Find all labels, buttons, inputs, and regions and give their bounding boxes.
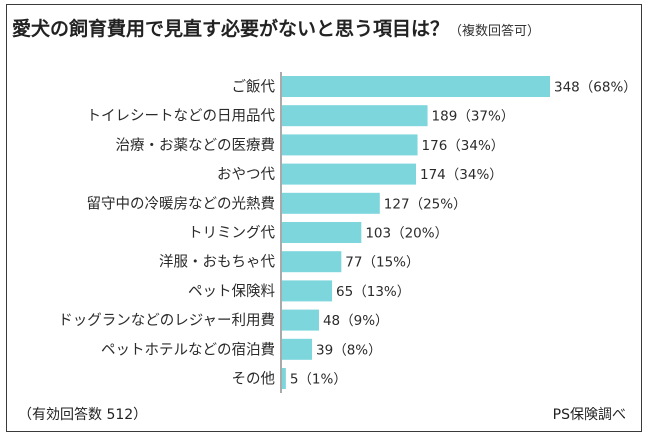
category-label-5: トリミング代 (188, 225, 275, 242)
data-label-10: 5（1%） (290, 372, 347, 388)
bar-5 (282, 222, 362, 243)
category-label-7: ペット保険料 (188, 283, 275, 300)
bar-2 (282, 134, 418, 156)
bar-7 (282, 280, 333, 302)
category-label-3: おやつ代 (217, 166, 275, 183)
data-label-6: 77（15%） (345, 255, 419, 271)
chart-title: 愛犬の飼育費用で見直す必要がないと思う項目は？（複数回答可） (12, 14, 638, 41)
data-label-4: 127（25%） (384, 196, 467, 212)
subtitle-text: （複数回答可） (449, 24, 541, 39)
response-count-note: （有効回答数 512） (18, 407, 148, 423)
bar-9 (282, 338, 313, 360)
category-label-2: 治療・お薬などの医療費 (116, 137, 276, 154)
data-label-1: 189（37%） (432, 109, 515, 125)
data-label-3: 174（34%） (420, 167, 503, 183)
chart-frame (6, 4, 642, 432)
data-label-2: 176（34%） (422, 138, 505, 154)
bar-8 (282, 309, 319, 331)
data-label-8: 48（9%） (323, 313, 389, 329)
data-label-5: 103（20%） (365, 226, 448, 242)
category-label-0: ご飯代 (232, 79, 276, 96)
category-label-8: ドッグランなどのレジャー利用費 (58, 312, 275, 329)
category-label-4: 留守中の冷暖房などの光熱費 (87, 195, 276, 212)
data-label-0: 348（68%） (554, 80, 637, 96)
data-label-9: 39（8%） (316, 342, 382, 358)
category-label-10: その他 (232, 371, 276, 388)
bar-10 (282, 368, 286, 389)
source-credit: PS保険調べ (552, 407, 626, 423)
bar-6 (282, 251, 342, 273)
bar-4 (282, 192, 380, 214)
bar-1 (282, 105, 428, 127)
data-label-7: 65（13%） (336, 284, 410, 300)
bar-3 (282, 163, 416, 185)
title-text: 愛犬の飼育費用で見直す必要がないと思う項目は？ (12, 18, 450, 40)
category-label-1: トイレシートなどの日用品代 (87, 108, 276, 125)
bar-0 (282, 76, 550, 97)
category-label-9: ペットホテルなどの宿泊費 (101, 341, 275, 358)
category-label-6: 洋服・おもちゃ代 (159, 254, 275, 271)
